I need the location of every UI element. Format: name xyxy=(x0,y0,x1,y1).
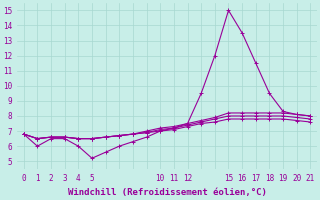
X-axis label: Windchill (Refroidissement éolien,°C): Windchill (Refroidissement éolien,°C) xyxy=(68,188,267,197)
